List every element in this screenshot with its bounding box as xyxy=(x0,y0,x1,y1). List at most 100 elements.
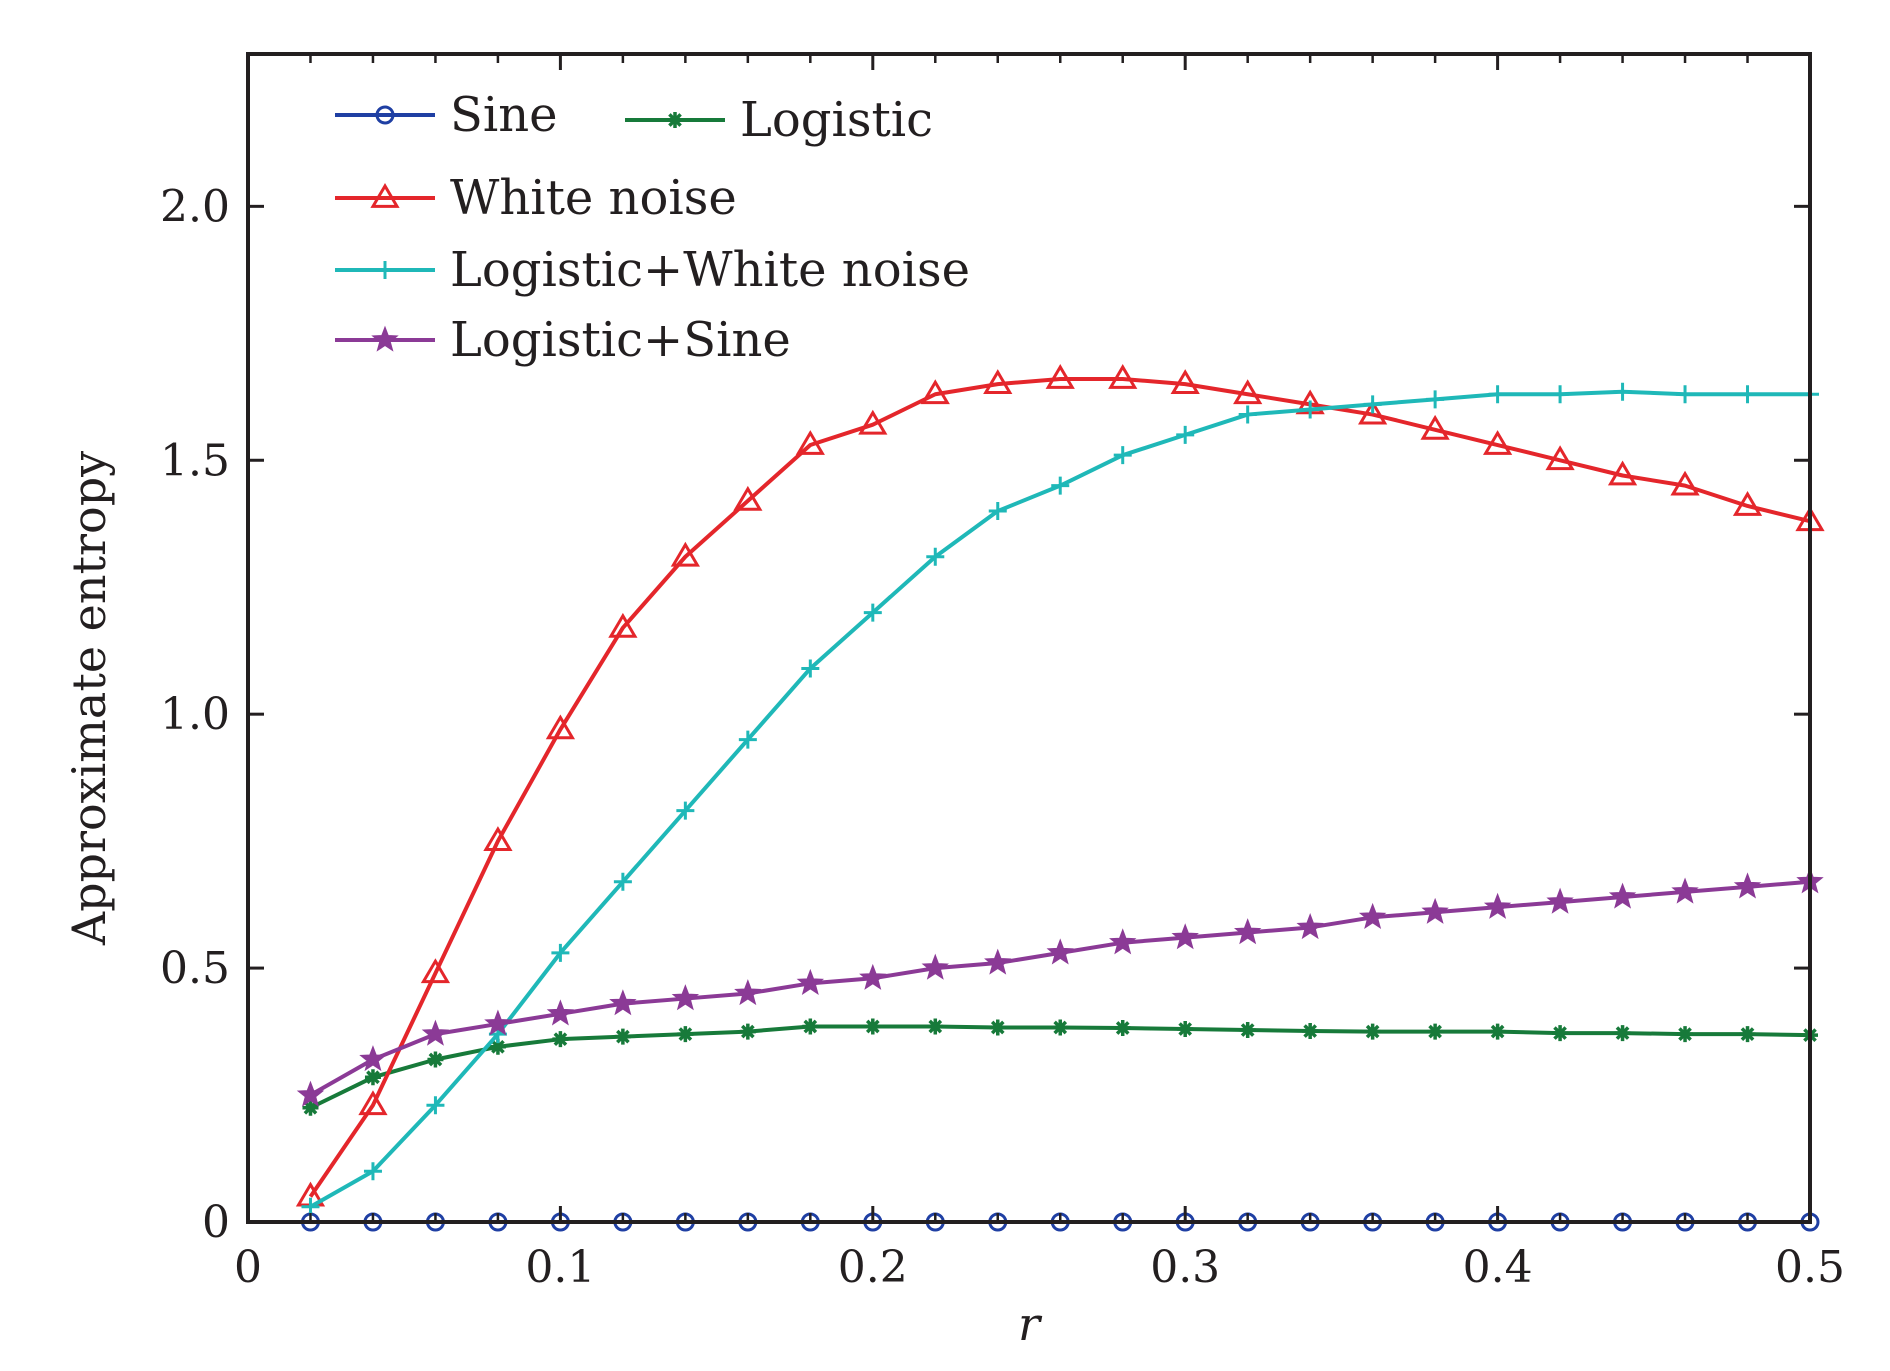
data-point xyxy=(1614,1025,1631,1042)
y-axis-label: Approximate entropy xyxy=(62,451,116,946)
y-tick-label: 1.0 xyxy=(160,689,230,740)
data-point xyxy=(676,801,695,820)
data-point xyxy=(302,1099,319,1116)
data-point xyxy=(1358,399,1388,425)
data-point xyxy=(364,1069,381,1086)
legend-item: Logistic+Sine xyxy=(335,312,791,368)
data-point xyxy=(1421,897,1449,924)
data-point xyxy=(483,826,513,852)
data-point xyxy=(1302,1023,1319,1040)
data-point xyxy=(1732,491,1763,516)
data-point xyxy=(1358,902,1387,929)
legend-item: Logistic xyxy=(625,92,933,148)
data-point xyxy=(738,730,757,749)
data-point xyxy=(920,379,950,405)
data-point xyxy=(734,979,762,1006)
data-point xyxy=(1738,385,1757,404)
y-tick-label: 1.5 xyxy=(160,435,230,486)
data-point xyxy=(489,1038,506,1055)
data-point xyxy=(921,953,949,980)
data-point xyxy=(670,541,700,567)
data-point xyxy=(363,1162,382,1181)
data-point xyxy=(802,1018,819,1035)
data-point xyxy=(1296,913,1324,940)
data-point xyxy=(1733,872,1762,899)
series-line xyxy=(308,377,1811,1198)
data-point xyxy=(988,502,1007,521)
data-point xyxy=(359,1045,387,1072)
y-tick-label: 2.0 xyxy=(160,181,230,232)
data-point xyxy=(733,485,763,511)
data-point xyxy=(1739,1026,1756,1043)
x-tick-label: 0.1 xyxy=(525,1242,595,1293)
data-point xyxy=(1114,1020,1131,1037)
legend-marker xyxy=(375,105,395,125)
legend-label: Logistic xyxy=(740,92,933,148)
data-point xyxy=(1113,446,1132,465)
data-point xyxy=(609,989,637,1016)
data-point xyxy=(858,409,888,435)
legend-label: White noise xyxy=(450,170,737,226)
legend-item: Sine xyxy=(335,87,558,143)
data-point xyxy=(1363,395,1382,414)
data-point xyxy=(1551,385,1570,404)
data-point xyxy=(545,714,576,740)
data-point xyxy=(426,1096,445,1115)
data-point xyxy=(420,958,451,984)
data-point xyxy=(1052,1019,1069,1036)
data-point xyxy=(1483,892,1512,919)
data-point xyxy=(1233,379,1263,405)
data-point xyxy=(863,603,882,622)
series-white-noise xyxy=(295,364,1825,1207)
legend-item: Logistic+White noise xyxy=(335,242,970,298)
data-point xyxy=(1677,1026,1694,1043)
legend-marker xyxy=(376,261,394,279)
data-point xyxy=(1420,414,1450,440)
data-point xyxy=(1552,1025,1569,1042)
data-point xyxy=(1364,1023,1381,1040)
series-line xyxy=(309,1024,1811,1110)
data-point xyxy=(1108,364,1138,389)
data-point xyxy=(1045,364,1075,389)
data-point xyxy=(1301,400,1320,419)
data-point xyxy=(984,948,1012,975)
data-point xyxy=(552,1031,569,1048)
legend-marker xyxy=(371,325,399,352)
data-point xyxy=(1489,1023,1506,1040)
series-logistic-sine xyxy=(296,867,1824,1107)
data-point xyxy=(301,1197,320,1216)
data-point xyxy=(1607,460,1638,486)
data-point xyxy=(671,984,700,1011)
data-point xyxy=(614,1028,631,1045)
data-point xyxy=(1171,923,1199,950)
data-point xyxy=(1170,369,1200,394)
axis-ticks: 0 0.1 0.2 0.3 0.4 0.5 0 0.5 1.0 1.5 2.0 xyxy=(160,54,1845,1293)
legend-label: Sine xyxy=(450,87,558,143)
data-point xyxy=(677,1026,694,1043)
data-point xyxy=(1676,385,1695,404)
x-tick-label: 0 xyxy=(234,1242,262,1293)
data-point xyxy=(1426,390,1445,409)
data-point xyxy=(1239,1022,1256,1039)
data-point xyxy=(927,1018,944,1035)
data-point xyxy=(1046,938,1074,965)
data-point xyxy=(859,963,887,990)
y-tick-label: 0 xyxy=(202,1197,230,1248)
data-point xyxy=(796,968,825,995)
data-point xyxy=(608,612,638,638)
data-point xyxy=(1545,445,1575,471)
data-point xyxy=(421,1019,450,1046)
data-point xyxy=(1051,476,1070,495)
legend-marker xyxy=(667,112,683,128)
legend-label: Logistic+White noise xyxy=(450,242,970,298)
data-point xyxy=(1427,1023,1444,1040)
x-tick-label: 0.4 xyxy=(1463,1242,1533,1293)
data-point xyxy=(1488,385,1507,404)
series-line xyxy=(309,389,1810,1209)
data-point xyxy=(484,1009,512,1036)
data-point xyxy=(1546,887,1574,914)
data-point xyxy=(1238,405,1257,424)
data-point xyxy=(427,1051,444,1068)
